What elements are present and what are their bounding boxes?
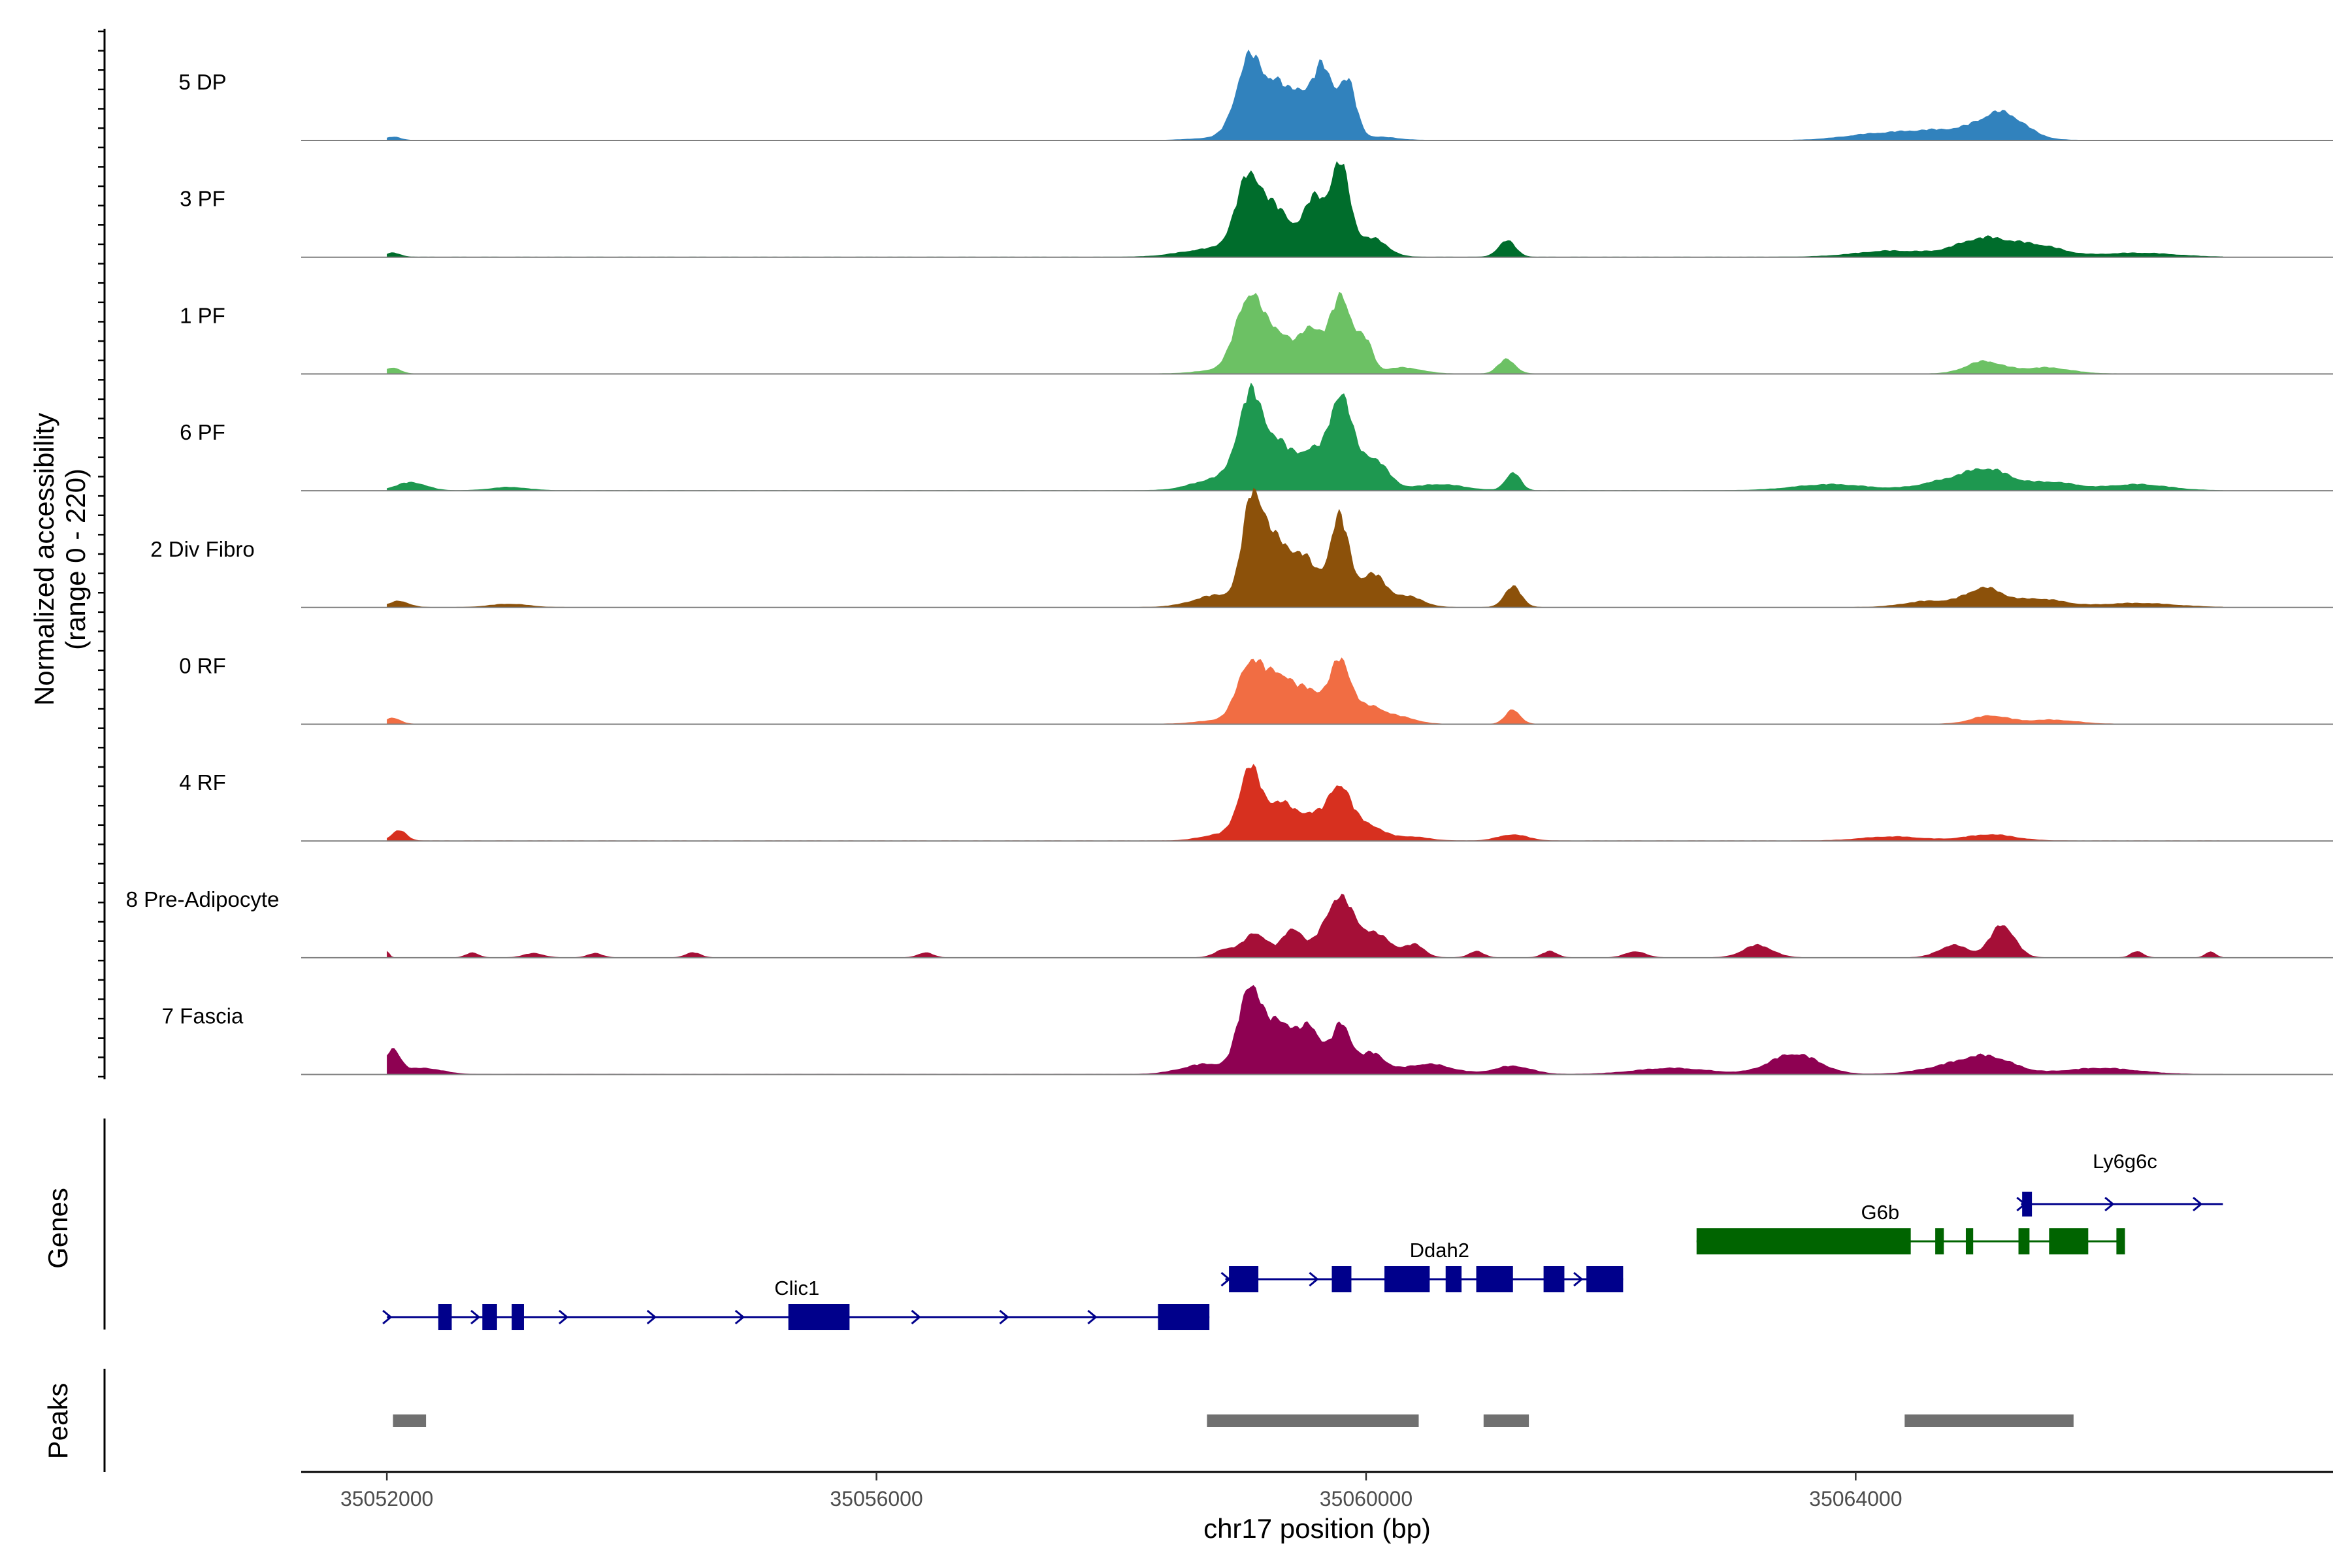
- gene-exon: [482, 1304, 497, 1330]
- track-8-pre-adipocyte: 8 Pre-Adipocyte: [126, 887, 2333, 958]
- track-label: 0 RF: [179, 654, 226, 678]
- strand-arrow: [470, 1309, 481, 1325]
- strand-arrow: [1573, 1271, 1584, 1287]
- strand-arrow: [2104, 1196, 2115, 1212]
- strand-arrow: [558, 1309, 569, 1325]
- strand-arrow: [646, 1309, 657, 1325]
- track-5-dp: 5 DP: [178, 49, 2333, 141]
- gene-exon: [1384, 1266, 1430, 1292]
- gene-exon: [1476, 1266, 1513, 1292]
- gene-exon: [1445, 1266, 1462, 1292]
- y-axis-title-main: Normalized accessibility: [29, 413, 59, 706]
- strand-arrow: [999, 1309, 1009, 1325]
- gene-ddah2: Ddah2: [1220, 1239, 1624, 1292]
- track-6-pf: 6 PF: [180, 382, 2333, 492]
- peak-region: [393, 1414, 427, 1427]
- strand-arrow: [911, 1309, 921, 1325]
- gene-exon: [2116, 1228, 2125, 1254]
- y-axis-title: Normalized accessibility (range 0 - 220): [29, 413, 91, 706]
- peaks-panel-label: Peaks: [42, 1383, 73, 1460]
- track-0-rf: 0 RF: [179, 654, 2333, 725]
- gene-exon: [1696, 1228, 1911, 1254]
- x-tick-label: 35060000: [1320, 1487, 1413, 1511]
- gene-exon: [2018, 1228, 2030, 1254]
- x-tick-label: 35056000: [830, 1487, 923, 1511]
- track-label: 4 RF: [179, 770, 226, 794]
- x-tick-label: 35064000: [1809, 1487, 1902, 1511]
- track-label: 8 Pre-Adipocyte: [126, 887, 280, 911]
- peaks-track: [393, 1414, 2074, 1427]
- peak-region: [1904, 1414, 2074, 1427]
- track-label: 7 Fascia: [162, 1004, 244, 1028]
- gene-exon: [788, 1304, 850, 1330]
- track-1-pf: 1 PF: [180, 291, 2333, 375]
- y-axis-title-range: (range 0 - 220): [60, 468, 91, 650]
- strand-arrow: [1309, 1271, 1319, 1287]
- gene-label: Ly6g6c: [2093, 1150, 2157, 1173]
- coverage-area: [387, 985, 2223, 1075]
- gene-label: Clic1: [774, 1277, 819, 1299]
- coverage-area: [387, 161, 2223, 257]
- coverage-area: [387, 382, 2223, 491]
- strand-arrow: [2193, 1196, 2203, 1212]
- peak-region: [1207, 1414, 1419, 1427]
- gene-exon: [1229, 1266, 1259, 1292]
- gene-label: Ddah2: [1410, 1239, 1469, 1262]
- gene-g6b: G6b: [1696, 1201, 2125, 1254]
- gene-exon: [1935, 1228, 1944, 1254]
- track-label: 6 PF: [180, 420, 225, 444]
- track-label: 1 PF: [180, 303, 225, 327]
- gene-exon: [438, 1304, 452, 1330]
- track-2-div-fibro: 2 Div Fibro: [150, 487, 2333, 608]
- track-3-pf: 3 PF: [180, 161, 2333, 258]
- genes-panel-label: Genes: [42, 1188, 73, 1269]
- x-axis-ticks: 35052000 35056000 35060000 35064000: [340, 1472, 1903, 1511]
- coverage-area: [387, 657, 2223, 725]
- coverage-area: [387, 764, 2223, 841]
- gene-exon: [512, 1304, 524, 1330]
- strand-arrow: [1087, 1309, 1098, 1325]
- coverage-tracks: 5 DP 3 PF 1 PF 6 PF 2 Div Fibro 0 RF 4 RF 8 Pre…: [126, 49, 2333, 1075]
- track-7-fascia: 7 Fascia: [162, 985, 2333, 1075]
- x-axis-title: chr17 position (bp): [1203, 1513, 1431, 1544]
- strand-arrow: [382, 1309, 393, 1325]
- x-tick-label: 35052000: [340, 1487, 433, 1511]
- coverage-area: [387, 893, 2223, 958]
- coverage-area: [387, 49, 2223, 140]
- gene-label: G6b: [1861, 1201, 1900, 1224]
- coverage-area: [387, 291, 2223, 374]
- coverage-area: [387, 487, 2223, 608]
- gene-exon: [2022, 1192, 2033, 1217]
- gene-clic1: Clic1: [382, 1277, 1210, 1330]
- gene-exon: [1331, 1266, 1352, 1292]
- track-label: 5 DP: [178, 70, 226, 94]
- gene-ly6g6c: Ly6g6c: [2016, 1150, 2223, 1217]
- strand-arrow: [734, 1309, 745, 1325]
- peak-region: [1483, 1414, 1529, 1427]
- gene-exon: [1586, 1266, 1624, 1292]
- gene-exon: [2049, 1228, 2089, 1254]
- y-axis-ticks: [98, 30, 105, 1078]
- gene-exon: [1543, 1266, 1565, 1292]
- gene-exon: [1158, 1304, 1210, 1330]
- track-4-rf: 4 RF: [179, 764, 2333, 842]
- track-label: 2 Div Fibro: [150, 537, 255, 561]
- gene-exon: [1965, 1228, 1974, 1254]
- genes-track: Clic1 Ddah2 G6b Ly6g6c: [382, 1150, 2223, 1330]
- track-label: 3 PF: [180, 187, 225, 211]
